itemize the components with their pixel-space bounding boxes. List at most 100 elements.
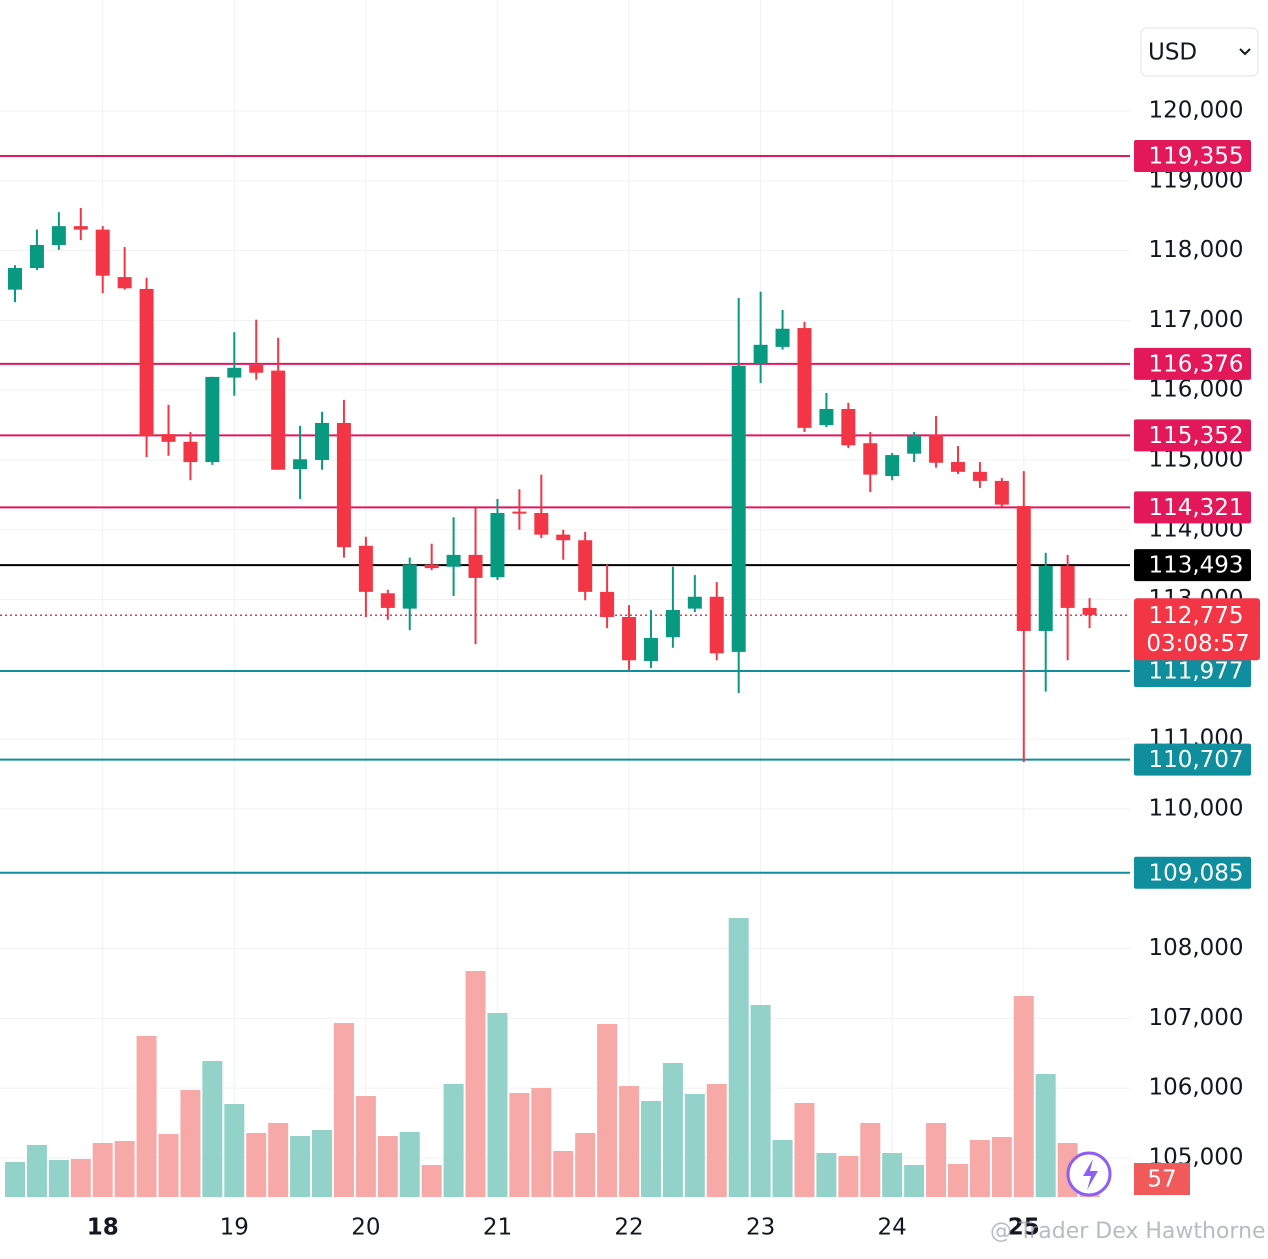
candle-body: [315, 422, 330, 460]
volume-bar: [991, 1137, 1012, 1197]
volume-bar: [48, 1160, 69, 1197]
y-tick-label: 118,000: [1148, 237, 1243, 263]
volume-bar: [70, 1159, 91, 1197]
y-tick-label: 116,000: [1148, 377, 1243, 403]
level-tag-text: 116,376: [1148, 351, 1243, 377]
y-tick-label: 120,000: [1148, 97, 1243, 123]
levels-layer: [0, 154, 1130, 874]
volume-bar: [947, 1164, 968, 1197]
volume-bar: [904, 1165, 925, 1197]
candle-body: [336, 422, 351, 548]
x-tick-label: 22: [614, 1215, 643, 1241]
candle-body: [249, 365, 264, 373]
volume-bar: [794, 1103, 815, 1197]
volume-bar: [575, 1133, 596, 1197]
y-tick-label: 117,000: [1148, 307, 1243, 333]
volume-bar: [268, 1123, 289, 1197]
volume-bar: [290, 1136, 311, 1197]
volume-bar: [158, 1134, 179, 1197]
level-tag: [1134, 491, 1251, 524]
level-tag: [1134, 856, 1251, 889]
currency-select[interactable]: USD: [1140, 27, 1259, 77]
last-price-tag: [1134, 598, 1260, 661]
volume-bar: [136, 1036, 157, 1197]
candle-body: [358, 545, 373, 592]
level-tag-text: 114,321: [1148, 495, 1243, 521]
level-tag-text: 111,977: [1148, 658, 1243, 684]
candle-body: [775, 328, 790, 347]
x-tick-label: 19: [220, 1215, 249, 1241]
candles-layer: [8, 207, 1097, 763]
candle-body: [380, 593, 395, 608]
candle-body: [1082, 607, 1097, 615]
candle-body: [271, 370, 286, 470]
volume-bar: [355, 1096, 376, 1197]
level-tag-text: 109,085: [1148, 860, 1243, 886]
volume-bar: [312, 1130, 333, 1197]
candle-body: [534, 513, 549, 535]
icon-bolt: [1083, 1159, 1098, 1190]
volume-bar: [860, 1123, 881, 1197]
candle-body: [1038, 566, 1053, 631]
candle-body: [665, 610, 680, 638]
volume-bar: [1013, 996, 1034, 1197]
lightning-icon[interactable]: [1066, 1151, 1112, 1197]
candle-body: [709, 596, 724, 654]
volume-bar: [443, 1084, 464, 1197]
volume-bar: [662, 1063, 683, 1197]
volume-bar: [509, 1093, 530, 1197]
volume-bar: [333, 1023, 354, 1197]
candle-body: [1060, 566, 1075, 608]
candle-body: [885, 455, 900, 477]
y-tick-label: 108,000: [1148, 935, 1243, 961]
volume-bar: [882, 1153, 903, 1197]
volume-bar: [5, 1162, 25, 1197]
countdown-text: 03:08:57: [1146, 631, 1249, 657]
currency-label[interactable]: USD: [1148, 40, 1197, 66]
volume-bar: [487, 1013, 508, 1197]
candle-body: [468, 554, 483, 578]
volume-bar: [114, 1141, 135, 1197]
badge-text: 57: [1147, 1167, 1176, 1193]
volume-bar: [377, 1136, 398, 1197]
level-tag: [1134, 419, 1251, 452]
candle-body: [490, 513, 505, 578]
volume-bar: [246, 1133, 267, 1197]
volume-bar: [1035, 1074, 1056, 1197]
y-tick-label: 107,000: [1148, 1005, 1243, 1031]
candle-body: [73, 226, 88, 230]
volume-bar: [92, 1143, 113, 1197]
candle-body: [600, 591, 615, 617]
candle-body: [687, 596, 702, 609]
volume-bar: [224, 1104, 245, 1197]
level-tag: [1134, 139, 1251, 172]
candle-body: [731, 365, 746, 652]
volume-bar: [180, 1090, 201, 1197]
candle-body: [578, 540, 593, 592]
candle-body: [622, 616, 637, 661]
volume-bar: [750, 1005, 771, 1197]
candle-body: [95, 229, 110, 276]
candle-body: [841, 409, 856, 446]
candle-body: [293, 459, 308, 470]
candle-body: [1016, 506, 1031, 631]
candle-body: [819, 409, 834, 426]
level-tag: [1134, 743, 1251, 776]
volume-bar: [465, 971, 486, 1197]
candle-body: [446, 554, 461, 567]
candle-body: [753, 344, 768, 364]
volume-layer: [5, 918, 1100, 1197]
volume-bar: [421, 1165, 442, 1197]
candle-body: [117, 277, 132, 289]
currency-box[interactable]: [1140, 27, 1259, 77]
candle-body: [950, 462, 965, 472]
candle-body: [512, 511, 527, 514]
volume-bar: [706, 1084, 727, 1197]
x-tick-label: 24: [878, 1215, 907, 1241]
candle-body: [205, 376, 220, 463]
volume-bar: [531, 1088, 552, 1197]
volume-bar: [838, 1156, 859, 1197]
candle-body: [972, 471, 987, 481]
candle-body: [139, 288, 154, 437]
y-tick-label: 106,000: [1148, 1075, 1243, 1101]
